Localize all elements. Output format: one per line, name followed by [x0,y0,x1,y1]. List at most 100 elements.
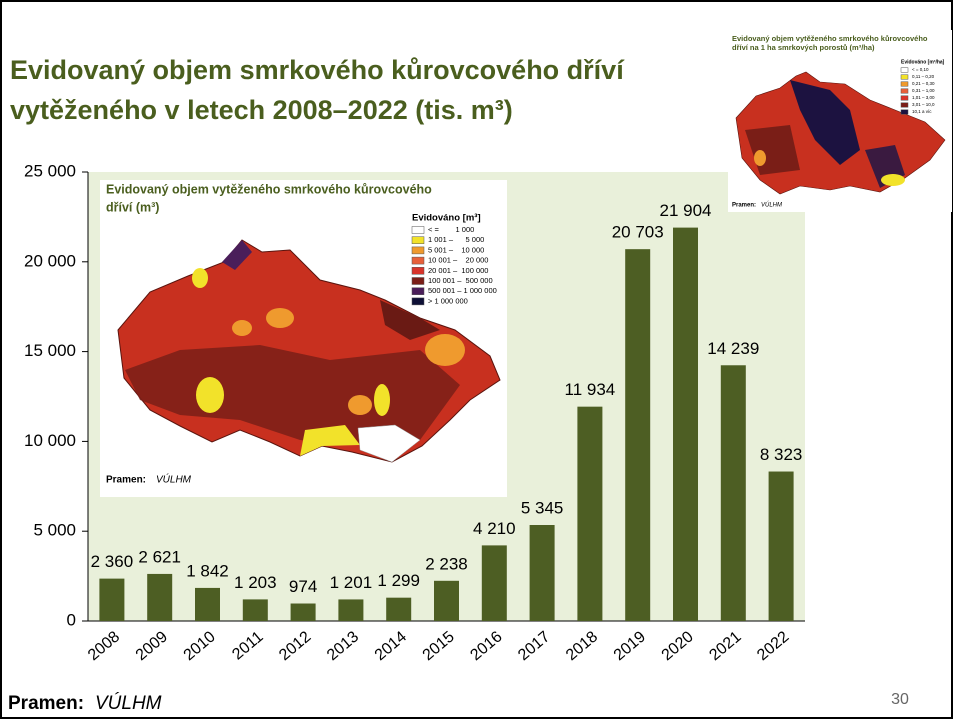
legend-label: 20 001 – 100 000 [428,266,488,275]
value-label: 1 203 [234,573,277,592]
map-region [754,150,766,166]
map-legend: Evidováno [m³/ha] < = 0,10 0,11 – 0,20 0,2… [900,59,945,115]
map-source-name: VÚLHM [156,473,192,486]
legend-swatch [900,109,909,115]
map-region [125,345,460,445]
bar [195,587,220,621]
bar [338,599,364,621]
map-source-label: Pramen: [732,203,756,209]
y-tick-label: 15 000 [24,341,76,360]
map-region [348,395,372,415]
map-region [222,240,252,270]
value-label: 20 703 [612,223,664,242]
map-source-name: VÚLHM [761,202,782,209]
bar [673,227,698,621]
map-region [232,320,252,336]
value-label: 1 201 [330,573,373,592]
map-title: dříví (m³) [106,200,159,214]
slide-title: vytěženého v letech 2008–2022 (tis. m³) [10,95,513,125]
bar [386,597,412,621]
legend-swatch [411,226,425,234]
map-region [196,377,224,413]
map-inset: Evidovaný objem vytěženého smrkového kůr… [100,180,507,497]
legend-label: 5 001 – 10 000 [428,245,484,254]
legend-swatch [411,277,425,285]
bar [625,249,651,621]
value-label: 1 299 [377,571,420,590]
map-source-label: Pramen: [106,475,146,486]
legend-label: 3,01 – 10,0 [912,102,935,107]
y-tick-label: 0 [67,610,76,629]
value-label: 4 210 [473,519,516,538]
value-label: 21 904 [660,201,712,220]
legend-label: 100 001 – 500 000 [428,276,493,285]
bar [434,580,459,621]
map-title: Evidovaný objem vytěženého smrkového kůr… [732,34,928,43]
y-tick-label: 25 000 [24,161,76,180]
legend-label: < = 1 000 [428,225,474,234]
map-region [300,425,360,456]
legend-swatch [411,297,425,306]
page-number: 30 [891,691,909,708]
map-region [425,334,465,366]
map-region [790,80,860,165]
legend-swatch [900,102,909,108]
bar [577,406,603,621]
map-title: dříví na 1 ha smrkových porostů (m³/ha) [732,43,875,52]
slide-title: Evidovaný objem smrkového kůrovcového dř… [10,55,625,85]
legend-label: 10,1 a víc [912,109,932,114]
legend-label: 0,11 – 0,20 [912,74,935,79]
legend-swatch [900,95,909,101]
value-label: 2 621 [138,547,181,566]
legend-swatch [411,256,425,265]
legend-swatch [411,267,425,275]
value-label: 1 842 [186,561,229,580]
bar [242,599,268,621]
value-label: 8 323 [760,445,803,464]
y-tick-label: 5 000 [33,521,76,540]
map-region [192,268,208,288]
map-region [380,300,440,340]
value-label: 2 360 [91,552,134,571]
bar [529,525,555,621]
bar [768,471,794,621]
legend-label: 10 001 – 20 000 [428,256,488,265]
legend-label: > 1 000 000 [428,296,468,305]
legend-swatch [900,67,909,73]
legend-swatch [411,287,425,295]
legend-title: Evidováno [m³/ha] [901,59,945,65]
legend-swatch [411,246,425,255]
map-region [881,174,905,186]
legend-label: 1 001 – 5 000 [428,235,484,244]
value-label: 5 345 [521,498,564,517]
legend-swatch [411,236,425,244]
legend-label: 1,01 – 3,00 [912,95,935,100]
map-region [357,424,421,463]
legend-title: Evidováno [m³] [412,213,481,224]
map-region [374,384,390,416]
value-label: 2 238 [425,554,468,573]
legend-swatch [900,74,909,80]
bar [290,603,316,621]
source-name: VÚLHM [95,692,162,714]
legend-label: 500 001 – 1 000 000 [428,286,497,295]
map-inset: Evidovaný objem vytěženého smrkového kůr… [728,30,952,212]
bar [147,573,173,621]
bar [481,545,507,621]
legend-label: 0,31 – 1,00 [912,88,935,93]
y-tick-label: 20 000 [24,251,76,270]
legend-swatch [900,81,909,87]
y-tick-label: 10 000 [24,431,76,450]
legend-label: < = 0,10 [912,67,929,72]
value-label: 11 934 [565,380,616,399]
source-label: Pramen: [8,693,84,714]
bar [720,365,746,621]
bar [99,578,125,621]
map-title: Evidovaný objem vytěženého smrkového kůr… [106,182,432,196]
map-region [266,308,294,328]
value-label: 14 239 [707,339,759,358]
legend-swatch [900,88,909,94]
